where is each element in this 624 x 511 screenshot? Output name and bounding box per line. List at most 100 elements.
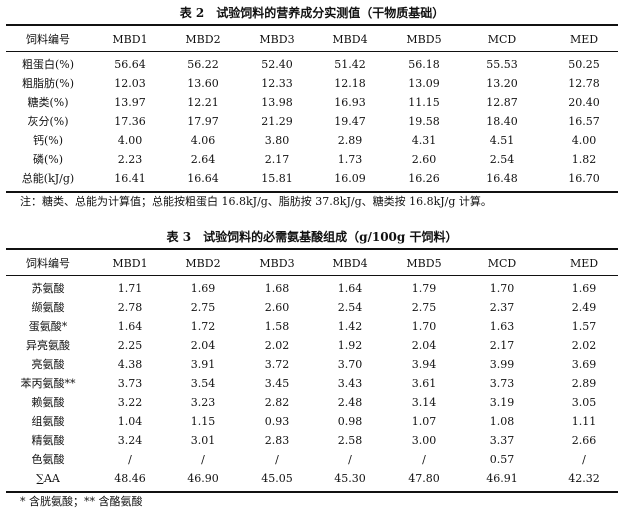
row-label: 苯丙氨酸** (20, 377, 76, 390)
cell-value: 19.58 (408, 115, 440, 128)
cell-value: 2.49 (571, 301, 597, 314)
cell-value: 3.43 (337, 377, 363, 390)
column-header: MCD (487, 257, 517, 270)
cell-value: 16.26 (408, 172, 440, 185)
cell-value: / (201, 453, 205, 466)
cell-value: 52.40 (261, 58, 293, 71)
cell-value: 16.70 (568, 172, 600, 185)
row-label: 苏氨酸 (31, 282, 65, 295)
table-rule (6, 24, 618, 26)
cell-value: 16.57 (568, 115, 600, 128)
cell-value: 3.80 (264, 134, 290, 147)
cell-value: 2.48 (337, 396, 363, 409)
cell-value: 2.37 (489, 301, 515, 314)
cell-value: 0.57 (489, 453, 515, 466)
cell-value: 42.32 (568, 472, 600, 485)
cell-value: 1.08 (489, 415, 515, 428)
cell-value: 4.38 (117, 358, 143, 371)
cell-value: 16.09 (334, 172, 366, 185)
cell-value: 13.97 (114, 96, 146, 109)
cell-value: 3.23 (190, 396, 216, 409)
cell-value: 0.98 (337, 415, 363, 428)
cell-value: 3.72 (264, 358, 290, 371)
cell-value: 2.75 (190, 301, 216, 314)
cell-value: 45.30 (334, 472, 366, 485)
cell-value: 3.01 (190, 434, 216, 447)
cell-value: 12.03 (114, 77, 146, 90)
table-rule (6, 248, 618, 250)
cell-value: / (275, 453, 279, 466)
column-header: MBD1 (112, 257, 148, 270)
row-label: 钙(%) (32, 134, 64, 147)
cell-value: 1.72 (190, 320, 216, 333)
cell-value: 47.80 (408, 472, 440, 485)
column-header: MBD4 (332, 257, 368, 270)
cell-value: 2.60 (411, 153, 437, 166)
cell-value: 3.45 (264, 377, 290, 390)
cell-value: 1.63 (489, 320, 515, 333)
cell-value: 19.47 (334, 115, 366, 128)
cell-value: 4.51 (489, 134, 515, 147)
cell-value: 1.79 (411, 282, 437, 295)
cell-value: 3.22 (117, 396, 143, 409)
cell-value: 45.05 (261, 472, 293, 485)
column-header: MBD2 (185, 257, 221, 270)
cell-value: 2.54 (489, 153, 515, 166)
cell-value: 20.40 (568, 96, 600, 109)
column-header: MBD1 (112, 33, 148, 46)
cell-value: 12.87 (486, 96, 518, 109)
table-note: 注：糖类、总能为计算值；总能按粗蛋白 16.8kJ/g、脂肪按 37.8kJ/g… (20, 195, 492, 208)
table-title: 表 3 试验饲料的必需氨基酸组成（g/100g 干饲料） (166, 230, 458, 244)
cell-value: 1.70 (489, 282, 515, 295)
cell-value: 2.25 (117, 339, 143, 352)
cell-value: 1.69 (571, 282, 597, 295)
table-note: * 含胱氨酸；** 含酪氨酸 (20, 495, 143, 508)
cell-value: 1.92 (337, 339, 363, 352)
cell-value: 2.17 (264, 153, 290, 166)
cell-value: 3.73 (117, 377, 143, 390)
cell-value: 13.09 (408, 77, 440, 90)
cell-value: 13.98 (261, 96, 293, 109)
cell-value: 3.61 (411, 377, 437, 390)
cell-value: 2.04 (411, 339, 437, 352)
row-label: 缬氨酸 (31, 301, 65, 314)
column-header: MBD4 (332, 33, 368, 46)
cell-value: 2.58 (337, 434, 363, 447)
cell-value: 1.64 (117, 320, 143, 333)
cell-value: 48.46 (114, 472, 146, 485)
cell-value: 55.53 (486, 58, 518, 71)
cell-value: 3.91 (190, 358, 216, 371)
cell-value: 1.57 (571, 320, 597, 333)
row-label: 糖类(%) (27, 96, 69, 109)
row-label: 灰分(%) (27, 115, 69, 128)
cell-value: 50.25 (568, 58, 600, 71)
cell-value: / (422, 453, 426, 466)
cell-value: 2.54 (337, 301, 363, 314)
cell-value: 3.54 (190, 377, 216, 390)
cell-value: 1.68 (264, 282, 290, 295)
cell-value: 3.70 (337, 358, 363, 371)
cell-value: 2.64 (190, 153, 216, 166)
cell-value: 2.17 (489, 339, 515, 352)
cell-value: 2.75 (411, 301, 437, 314)
cell-value: 12.78 (568, 77, 600, 90)
cell-value: 46.90 (187, 472, 219, 485)
cell-value: 1.04 (117, 415, 143, 428)
cell-value: 1.58 (264, 320, 290, 333)
cell-value: 2.66 (571, 434, 597, 447)
cell-value: 12.18 (334, 77, 366, 90)
cell-value: 3.99 (489, 358, 515, 371)
cell-value: 1.73 (337, 153, 363, 166)
cell-value: 2.78 (117, 301, 143, 314)
cell-value: 2.82 (264, 396, 290, 409)
row-label: 精氨酸 (31, 434, 65, 447)
cell-value: 11.15 (408, 96, 440, 109)
cell-value: 2.04 (190, 339, 216, 352)
row-label: 亮氨酸 (31, 358, 65, 371)
row-label: 粗蛋白(%) (21, 58, 75, 71)
cell-value: 1.69 (190, 282, 216, 295)
cell-value: 4.00 (117, 134, 143, 147)
table-rule (6, 191, 618, 193)
cell-value: 4.06 (190, 134, 216, 147)
